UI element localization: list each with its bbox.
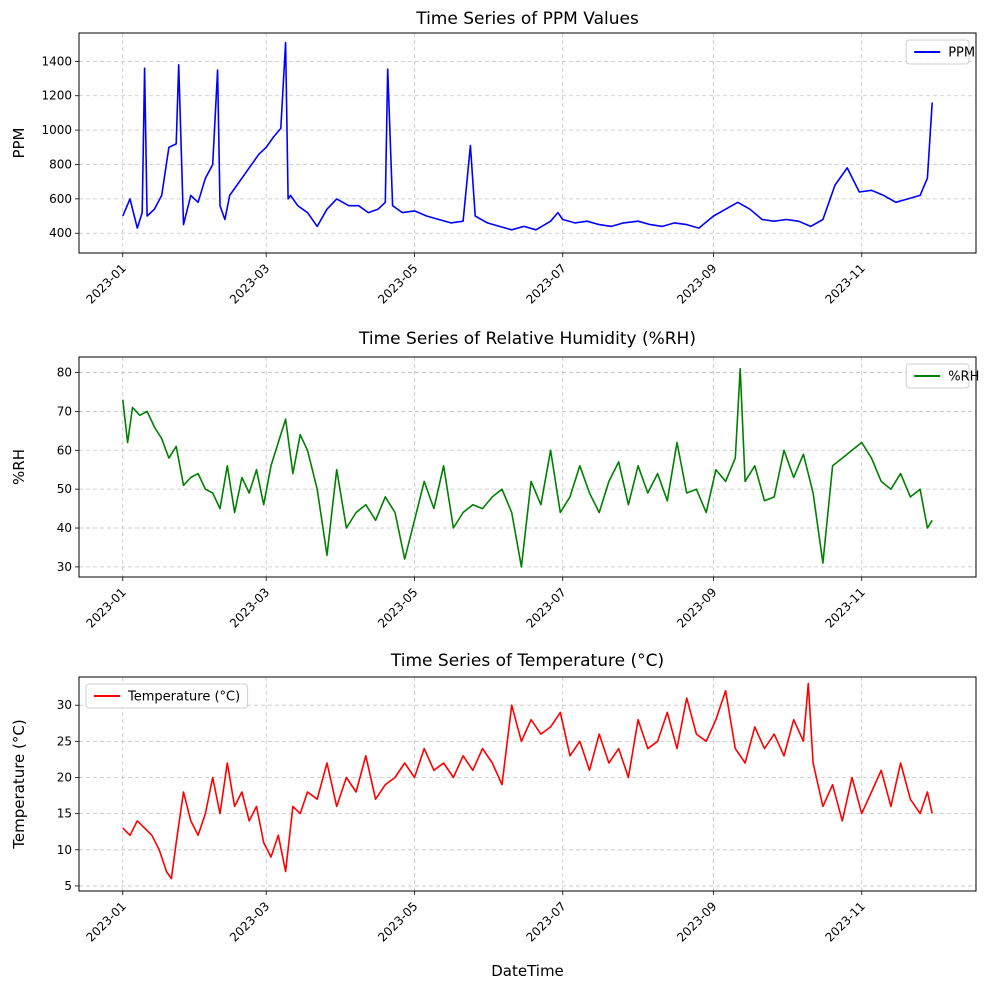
chart-title: Time Series of Relative Humidity (%RH) [358, 329, 696, 349]
x-tick-label: 2023-07 [524, 585, 569, 630]
x-tick-label: 2023-11 [823, 585, 868, 630]
x-tick-label: 2023-07 [524, 261, 569, 306]
x-tick-label: 2023-03 [227, 899, 272, 944]
x-tick-label: 2023-05 [375, 261, 420, 306]
legend: PPM [905, 39, 975, 65]
x-tick-label: 2023-11 [823, 899, 868, 944]
y-axis-label: %RH [10, 449, 28, 485]
axes-frame [78, 356, 977, 578]
chart-title: Time Series of Temperature (°C) [390, 651, 664, 671]
x-tick-label: 2023-01 [84, 899, 129, 944]
y-tick-label: 50 [57, 482, 72, 496]
ppm-chart: 400 600 800 1000 1200 1400 2023-01 2023-03 2023-… [10, 9, 977, 307]
x-tick-label: 2023-09 [674, 261, 719, 306]
chart-title: Time Series of PPM Values [415, 9, 639, 29]
x-axis-label: DateTime [491, 962, 564, 980]
y-axis-label: Temperature (°C) [10, 719, 28, 849]
y-tick-label: 1400 [41, 54, 72, 68]
axes-frame [78, 676, 977, 892]
legend-label: Temperature (°C) [127, 690, 240, 705]
y-tick-label: 30 [57, 560, 72, 574]
humidity-chart: 30 40 50 60 70 80 2023-01 2023-03 2023-05 2023-07… [10, 329, 979, 631]
temperature-chart: 5 10 15 20 25 30 2023-01 2023-03 2023-05 2023-07 2… [10, 651, 977, 980]
y-tick-label: 70 [57, 404, 72, 418]
y-tick-label: 800 [49, 157, 72, 171]
y-tick-label: 80 [57, 366, 72, 380]
series-line [122, 41, 933, 231]
axes-frame [78, 32, 977, 254]
y-tick-label: 15 [57, 807, 72, 821]
x-tick-label: 2023-03 [227, 261, 272, 306]
x-tick-label: 2023-09 [674, 585, 719, 630]
x-tick-label: 2023-05 [375, 585, 420, 630]
y-tick-label: 1000 [41, 123, 72, 137]
x-tick-label: 2023-05 [375, 899, 420, 944]
legend: Temperature (°C) [85, 683, 249, 709]
y-tick-label: 25 [57, 734, 72, 748]
legend-label: PPM [948, 46, 975, 61]
series-line [122, 367, 933, 568]
x-tick-label: 2023-07 [524, 899, 569, 944]
y-tick-label: 400 [49, 226, 72, 240]
y-tick-label: 30 [57, 698, 72, 712]
legend: %RH [905, 363, 979, 389]
legend-box [85, 683, 249, 709]
series-line [122, 682, 933, 880]
x-tick-label: 2023-09 [674, 899, 719, 944]
x-tick-label: 2023-01 [84, 261, 129, 306]
y-tick-label: 1200 [41, 89, 72, 103]
x-tick-label: 2023-01 [84, 585, 129, 630]
y-tick-label: 20 [57, 770, 72, 784]
y-axis-label: PPM [10, 127, 28, 158]
y-tick-label: 5 [64, 879, 72, 893]
x-tick-label: 2023-11 [823, 261, 868, 306]
y-tick-label: 40 [57, 521, 72, 535]
y-tick-label: 600 [49, 192, 72, 206]
x-tick-label: 2023-03 [227, 585, 272, 630]
y-tick-label: 60 [57, 443, 72, 457]
y-tick-label: 10 [57, 843, 72, 857]
legend-label: %RH [948, 370, 979, 385]
